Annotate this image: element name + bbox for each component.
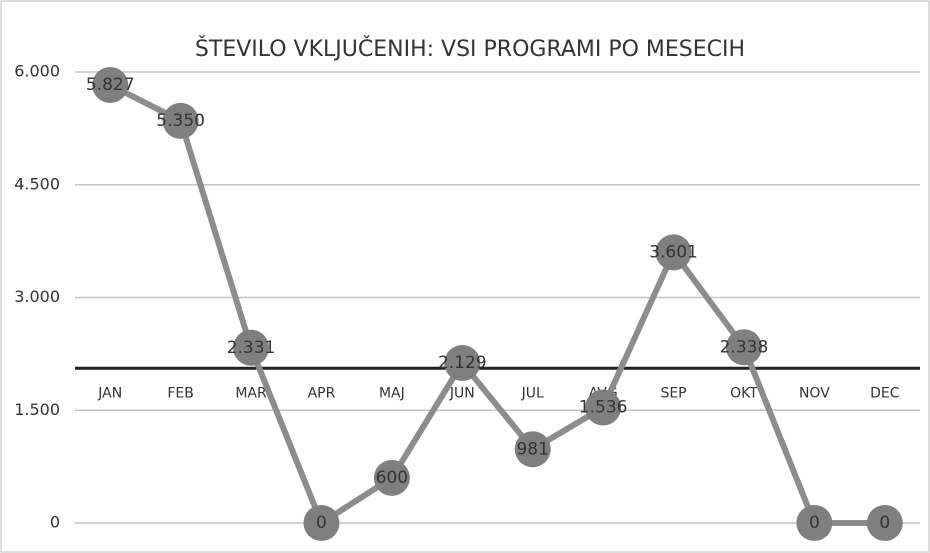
x-tick-label: JUL xyxy=(521,385,544,401)
point xyxy=(655,234,692,271)
point xyxy=(585,389,622,426)
point xyxy=(162,102,199,139)
y-tick-label: 1.500 xyxy=(14,400,60,419)
x-tick-label: APR xyxy=(308,385,336,401)
series-line xyxy=(108,82,885,526)
point xyxy=(92,67,129,104)
point xyxy=(796,505,833,541)
y-tick-label: 3.000 xyxy=(14,287,60,306)
chart-title: ŠTEVILO VKLJUČENIH: VSI PROGRAMI PO MESE… xyxy=(195,36,745,62)
data-label: 981 xyxy=(516,439,548,459)
point xyxy=(514,431,551,468)
point xyxy=(866,505,903,541)
data-label: 2.338 xyxy=(720,337,769,357)
point xyxy=(233,329,270,366)
data-label: 2.331 xyxy=(227,338,276,358)
data-label: 1.536 xyxy=(579,398,628,418)
data-label: 2.129 xyxy=(438,353,487,373)
x-tick-label: JUN xyxy=(449,385,475,401)
data-label: 3.601 xyxy=(649,242,698,262)
data-label: 0 xyxy=(879,513,890,533)
x-tick-label: MAR xyxy=(235,385,267,401)
x-tick-label: JAN xyxy=(97,385,122,401)
x-tick-label: OKT xyxy=(730,385,758,401)
y-tick-label: 0 xyxy=(50,513,60,532)
point xyxy=(303,505,340,541)
data-label: 600 xyxy=(376,468,408,488)
point xyxy=(725,329,762,366)
data-label: 0 xyxy=(809,513,820,533)
data-label: 5.350 xyxy=(156,111,205,131)
x-tick-label: FEB xyxy=(167,385,194,401)
x-tick-label: DEC xyxy=(870,385,900,401)
data-label: 5.827 xyxy=(86,75,135,95)
point xyxy=(444,344,481,381)
y-tick-label: 6.000 xyxy=(14,62,60,81)
data-label: 0 xyxy=(316,513,327,533)
point xyxy=(373,459,410,496)
x-tick-label: SEP xyxy=(660,385,686,401)
x-tick-label: MAJ xyxy=(379,385,405,401)
x-tick-label: NOV xyxy=(799,385,830,401)
y-tick-label: 4.500 xyxy=(14,174,60,193)
